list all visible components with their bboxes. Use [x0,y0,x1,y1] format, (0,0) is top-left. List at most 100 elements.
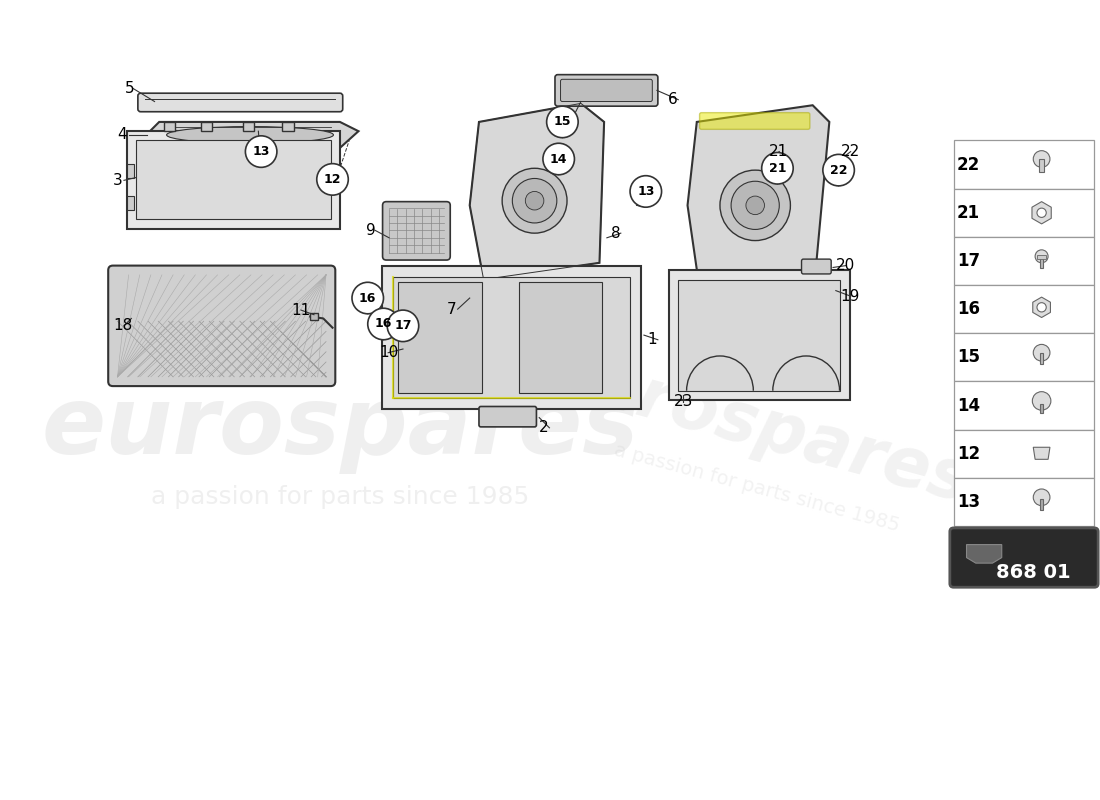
Bar [136,141,331,219]
Text: 21: 21 [769,144,789,159]
Circle shape [746,196,764,214]
Text: 18: 18 [113,318,132,334]
Bar [382,266,641,410]
Text: 14: 14 [550,153,568,166]
Circle shape [367,308,399,340]
FancyBboxPatch shape [561,79,652,102]
Bar [1040,353,1044,364]
Circle shape [1032,392,1050,410]
Text: 21: 21 [769,162,786,174]
Circle shape [1033,150,1049,167]
FancyBboxPatch shape [478,406,537,427]
Circle shape [1033,489,1049,506]
Text: 13: 13 [253,145,270,158]
Circle shape [1037,208,1046,218]
Text: 1: 1 [648,332,658,347]
Text: 6: 6 [668,92,678,107]
Text: 5: 5 [125,81,134,96]
Bar [283,122,294,131]
Circle shape [547,106,579,138]
Text: 2: 2 [539,420,549,435]
Text: 23: 23 [673,394,693,410]
Bar [396,347,402,354]
Polygon shape [470,103,604,279]
Bar [954,382,1094,430]
Text: 15: 15 [957,348,980,366]
Circle shape [387,310,419,342]
Circle shape [352,282,384,314]
Text: 8: 8 [610,226,620,241]
Bar [1038,159,1044,172]
Circle shape [823,154,855,186]
Bar [954,237,1094,285]
Text: 868 01: 868 01 [996,563,1070,582]
Circle shape [630,176,661,207]
Bar [954,285,1094,334]
FancyBboxPatch shape [949,528,1098,587]
Circle shape [526,191,543,210]
Text: 22: 22 [829,164,847,177]
Text: 12: 12 [323,173,341,186]
Bar [201,122,212,131]
Circle shape [513,178,557,223]
Text: 7: 7 [447,302,456,317]
Polygon shape [967,545,1002,563]
Bar [243,122,254,131]
Ellipse shape [166,126,333,143]
Text: a passion for parts since 1985: a passion for parts since 1985 [151,486,529,510]
Text: 15: 15 [553,115,571,129]
Bar [1040,256,1044,268]
Bar [1040,404,1044,413]
Text: 3: 3 [113,173,122,188]
Text: 13: 13 [957,493,980,511]
Text: eurospares: eurospares [536,338,978,517]
Polygon shape [141,122,359,148]
Text: 16: 16 [375,318,393,330]
FancyBboxPatch shape [383,202,450,260]
Polygon shape [1033,447,1049,459]
Text: 20: 20 [836,258,855,273]
Bar [954,334,1094,382]
Bar [954,430,1094,478]
Text: 10: 10 [378,346,398,360]
Text: 17: 17 [394,319,411,332]
Text: 22: 22 [840,144,860,159]
Circle shape [543,143,574,174]
Text: 19: 19 [840,289,860,304]
FancyBboxPatch shape [108,266,336,386]
Circle shape [761,153,793,184]
Circle shape [732,182,779,230]
Circle shape [720,170,791,241]
Bar [1037,255,1046,259]
FancyBboxPatch shape [700,113,810,130]
Text: 22: 22 [957,155,980,174]
Bar [393,277,630,398]
Text: 9: 9 [366,223,375,238]
Text: eurospares: eurospares [41,382,639,474]
Bar [669,270,849,400]
Circle shape [245,136,277,167]
Circle shape [1033,344,1049,361]
Circle shape [502,168,566,233]
Bar [126,131,340,229]
Bar [164,122,175,131]
Bar [310,313,318,320]
Text: 16: 16 [957,300,980,318]
Polygon shape [688,106,829,302]
Bar [1040,499,1044,510]
Circle shape [317,164,349,195]
Circle shape [1035,250,1048,263]
Bar [954,141,1094,189]
FancyBboxPatch shape [556,74,658,106]
Bar [126,164,134,178]
Bar [954,189,1094,237]
FancyBboxPatch shape [802,259,832,274]
Text: 4: 4 [118,127,128,142]
Text: 12: 12 [957,445,980,462]
Bar [398,282,482,393]
Bar [954,478,1094,526]
Bar [519,282,602,393]
Text: 13: 13 [637,185,654,198]
Text: a passion for parts since 1985: a passion for parts since 1985 [613,441,902,535]
Circle shape [1037,302,1046,312]
